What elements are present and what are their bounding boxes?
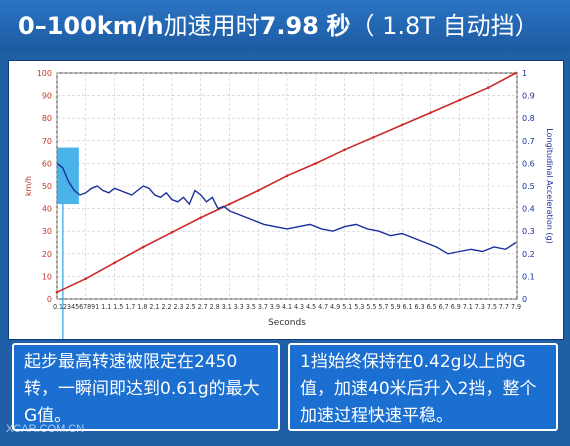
y-tick-label-right: 0.1 [522, 272, 535, 281]
speed-point [429, 111, 433, 114]
speed-point [343, 148, 346, 152]
y-tick-label-right: 0.6 [522, 159, 535, 168]
speed-point [256, 189, 260, 192]
speed-point [400, 123, 404, 127]
chart-title: 0–100km/h加速用时7.98 秒（ 1.8T 自动挡） [18, 8, 539, 44]
y-tick-label-right: 0 [522, 295, 527, 304]
title-middle: 加速用时 [163, 12, 260, 40]
speed-point [55, 290, 59, 294]
y-tick-label-left: 70 [42, 137, 52, 146]
y-tick-label-left: 90 [42, 92, 52, 101]
y-tick-label-left: 0 [47, 295, 52, 304]
speed-point [170, 231, 174, 234]
chart-panel: 0 0 10 0.1 20 0.2 30 0.3 40 0.4 50 0.5 60 0.6 70 0.7 80 0… [8, 60, 564, 340]
note-left: 起步最高转速被限定在2450转，一瞬间即达到0.61g的最大G值。 [12, 343, 280, 431]
speed-point [113, 261, 116, 265]
y-tick-label-right: 0.7 [522, 137, 535, 146]
speed-point [228, 202, 231, 206]
y-tick-label-left: 20 [42, 250, 52, 259]
y-axis-label-right: Longitudinal Acceleration (g) [545, 128, 554, 243]
y-tick-label-right: 0.3 [522, 227, 535, 236]
note-left-text: 起步最高转速被限定在2450转，一瞬间即达到0.61g的最大G值。 [24, 352, 260, 426]
y-tick-label-right: 1 [522, 69, 527, 78]
x-axis-label: Seconds [268, 318, 306, 328]
acceleration-series-line [56, 162, 517, 255]
y-tick-label-left: 50 [42, 182, 52, 191]
speed-point [458, 98, 461, 102]
y-tick-label-right: 0.8 [522, 114, 535, 123]
title-prefix: 0–100km/h [18, 12, 164, 40]
y-tick-label-right: 0.9 [522, 92, 535, 101]
speed-point [199, 216, 203, 219]
acceleration-chart: 0 0 10 0.1 20 0.2 30 0.3 40 0.4 50 0.5 60 0.6 70 0.7 80 0… [24, 69, 554, 339]
y-tick-label-left: 80 [42, 114, 52, 123]
y-tick-label-left: 60 [42, 159, 52, 168]
y-tick-label-right: 0.4 [522, 205, 535, 214]
start-highlight-box [56, 147, 79, 205]
y-tick-label-left: 100 [37, 69, 52, 78]
y-axis-label-left: km/h [24, 176, 33, 196]
x-tick-labels: 0.1234567891 1.1 1.5 1.7 1.8 2.1 2.2 2.3… [53, 303, 521, 311]
y-tick-label-left: 10 [42, 272, 52, 281]
title-suffix: （ 1.8T 自动挡） [350, 12, 539, 40]
note-right-text: 1挡始终保持在0.42g以上的G值，加速40米后升入2挡，整个加速过程快速平稳。 [300, 352, 537, 426]
title-time: 7.98 [259, 12, 319, 40]
title-bar: 0–100km/h加速用时7.98 秒（ 1.8T 自动挡） [0, 0, 570, 52]
watermark: XCAR.COM.CN [6, 423, 85, 435]
title-unit: 秒 [326, 12, 351, 40]
note-right: 1挡始终保持在0.42g以上的G值，加速40米后升入2挡，整个加速过程快速平稳。 [288, 343, 558, 431]
y-tick-label-right: 0.5 [522, 182, 535, 191]
speed-point [314, 162, 318, 165]
y-tick-label-left: 40 [42, 205, 52, 214]
speed-point [84, 277, 88, 280]
y-tick-label-right: 0.2 [522, 250, 535, 259]
speed-point [285, 174, 289, 178]
speed-point [514, 71, 518, 75]
speed-point [141, 245, 145, 249]
speed-point [371, 136, 375, 139]
y-tick-label-left: 30 [42, 227, 52, 236]
speed-point [486, 86, 490, 89]
